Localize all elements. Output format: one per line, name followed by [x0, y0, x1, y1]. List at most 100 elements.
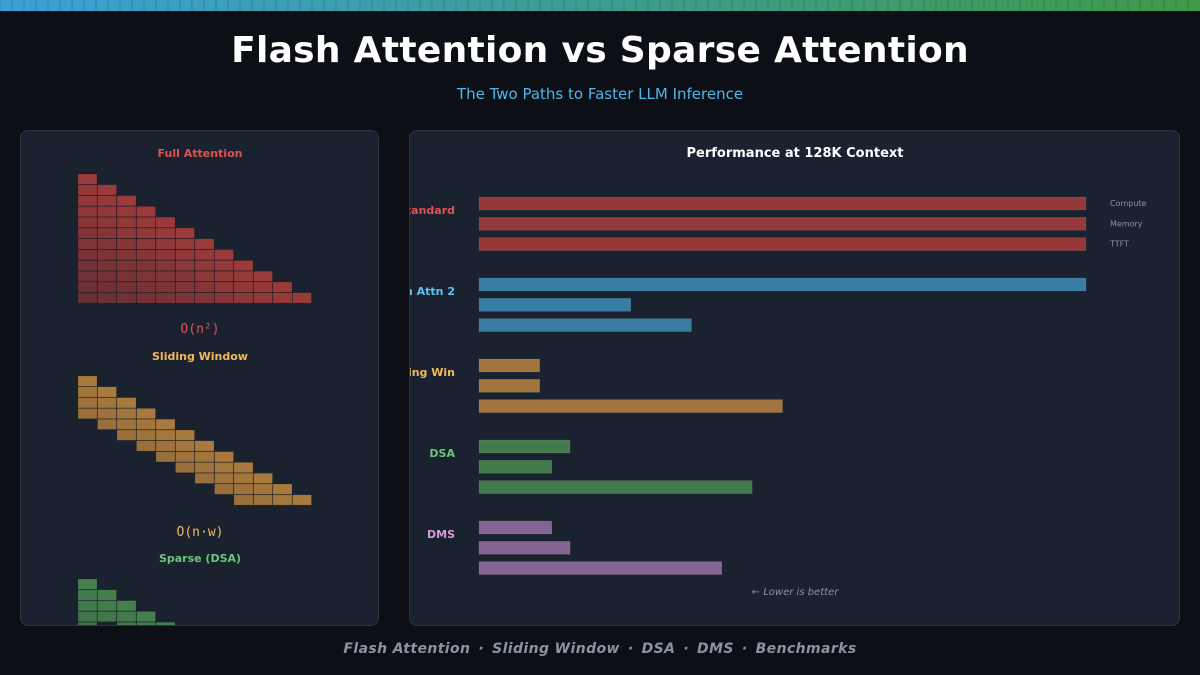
bar-ttft	[478, 561, 723, 575]
attention-cell	[272, 494, 293, 506]
attention-cell	[175, 462, 195, 473]
bar-ttft	[478, 237, 1087, 251]
attention-cell	[272, 292, 293, 304]
pattern-complexity: O(n²)	[180, 322, 219, 337]
attention-cell	[155, 260, 176, 271]
attention-cell	[77, 578, 98, 590]
attention-cell	[116, 621, 137, 625]
attention-cell	[97, 292, 117, 304]
attention-cell	[253, 270, 273, 282]
top-gradient-fill	[0, 0, 1200, 11]
attention-cell	[175, 270, 195, 282]
category-label: DMS	[427, 528, 455, 541]
attention-cell	[136, 611, 156, 622]
attention-cell	[194, 260, 215, 271]
attention-cell	[175, 227, 195, 239]
attention-cell	[97, 408, 117, 419]
attention-cell	[253, 494, 273, 506]
attention-cell	[116, 397, 137, 409]
attention-cell	[194, 270, 215, 282]
attention-cell	[175, 292, 195, 304]
attention-cell	[136, 292, 156, 304]
category-label: Sliding Win	[410, 366, 455, 379]
category-label: Standard	[410, 204, 455, 217]
attention-cell	[253, 472, 273, 484]
attention-cell	[116, 227, 137, 239]
attention-cell	[77, 621, 98, 625]
page-title: Flash Attention vs Sparse Attention	[231, 30, 969, 71]
attention-cell	[116, 611, 137, 622]
attention-cell	[97, 195, 117, 207]
attention-cell	[175, 429, 195, 441]
footer-item: Sliding Window	[492, 641, 620, 657]
attention-cell	[136, 270, 156, 282]
attention-cell	[116, 418, 137, 430]
bar-compute	[478, 520, 553, 535]
footer-item: Benchmarks	[755, 641, 857, 657]
attention-cell	[116, 281, 137, 293]
attention-cell	[136, 260, 156, 271]
attention-cell	[97, 260, 117, 271]
top-gradient-bar	[0, 0, 1200, 11]
pattern-title: Full Attention	[158, 147, 243, 160]
attention-grid-full	[77, 173, 312, 304]
attention-cell	[175, 451, 195, 463]
attention-cell	[155, 216, 176, 228]
attention-cell	[77, 195, 98, 207]
attention-cell	[155, 418, 176, 430]
attention-cell	[233, 292, 254, 304]
footer-item: DSA	[641, 641, 676, 657]
bar-compute	[478, 196, 1087, 211]
attention-cell	[233, 462, 254, 473]
attention-cell	[155, 429, 176, 441]
attention-cell	[233, 260, 254, 271]
bar-memory	[478, 298, 632, 312]
category-label: DSA	[429, 447, 455, 460]
attention-cell	[253, 292, 273, 304]
attention-cell	[136, 216, 156, 228]
attention-cell	[77, 292, 98, 304]
attention-cell	[214, 270, 234, 282]
attention-cell	[77, 281, 98, 293]
attention-cell	[136, 238, 156, 250]
pattern-complexity: O(n·w)	[177, 525, 224, 540]
footer-item: DMS	[697, 641, 734, 657]
attention-cell	[233, 270, 254, 282]
attention-cell	[194, 281, 215, 293]
footer-separator: ·	[741, 641, 748, 657]
attention-cell	[272, 483, 293, 495]
attention-cell	[175, 249, 195, 261]
attention-cell	[292, 494, 312, 506]
attention-cell	[175, 238, 195, 250]
attention-cell	[77, 397, 98, 409]
attention-cell	[233, 494, 254, 506]
attention-cell	[194, 440, 215, 452]
attention-cell	[77, 238, 98, 250]
attention-cell	[194, 462, 215, 473]
attention-cell	[116, 292, 137, 304]
attention-cell	[194, 292, 215, 304]
attention-cell	[214, 292, 234, 304]
attention-cell	[116, 408, 137, 419]
attention-cell	[97, 249, 117, 261]
attention-cell	[97, 206, 117, 217]
attention-cell	[116, 260, 137, 271]
attention-cell	[97, 238, 117, 250]
chart-note: ← Lower is better	[752, 587, 840, 598]
attention-cell	[77, 611, 98, 622]
attention-cell	[77, 375, 98, 387]
attention-grid-sliding	[77, 375, 312, 506]
footer-separator: ·	[478, 641, 485, 657]
bar-memory	[478, 217, 1087, 231]
attention-cell	[136, 249, 156, 261]
attention-cell	[77, 184, 98, 196]
attention-cell	[136, 429, 156, 441]
attention-cell	[97, 184, 117, 196]
page-subtitle: The Two Paths to Faster LLM Inference	[456, 85, 744, 103]
attention-cell	[155, 292, 176, 304]
attention-cell	[214, 260, 234, 271]
attention-cell	[155, 227, 176, 239]
attention-cell	[155, 621, 176, 625]
attention-cell	[77, 270, 98, 282]
attention-cell	[175, 281, 195, 293]
